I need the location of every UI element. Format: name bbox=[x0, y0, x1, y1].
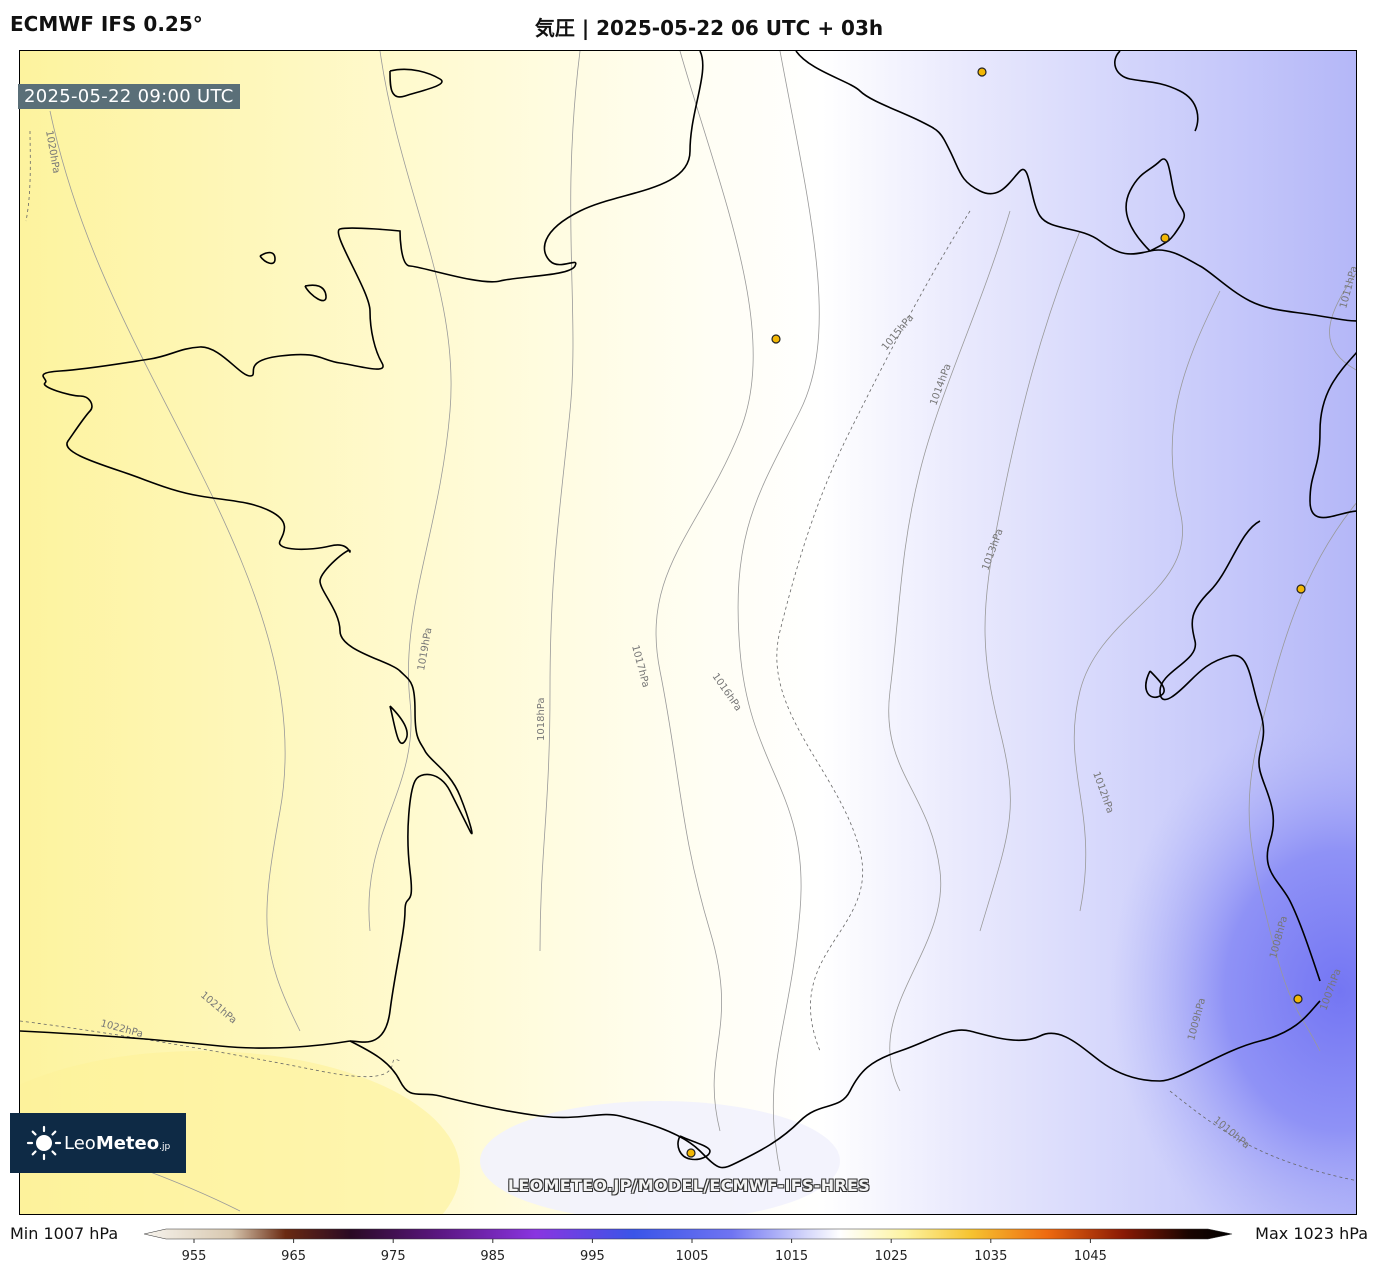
colorbar-min-label: Min 1007 hPa bbox=[10, 1224, 119, 1243]
leometeo-logo[interactable]: LeoMeteo.jp bbox=[10, 1113, 186, 1173]
colorbar-tick-label: 1035 bbox=[974, 1249, 1007, 1263]
logo-text: LeoMeteo.jp bbox=[64, 1133, 170, 1154]
colorbar-tick-label: 975 bbox=[381, 1249, 406, 1263]
colorbar-max-label: Max 1023 hPa bbox=[1255, 1224, 1368, 1243]
pressure-map: 1020hPa 1019hPa 1018hPa 1017hPa 1016hPa … bbox=[19, 50, 1357, 1215]
colorbar-tick-label: 955 bbox=[182, 1249, 207, 1263]
colorbar-tick-label: 985 bbox=[480, 1249, 505, 1263]
city-marker bbox=[771, 334, 781, 344]
city-marker bbox=[1293, 994, 1303, 1004]
city-marker bbox=[1160, 233, 1170, 243]
colorbar-tick-label: 995 bbox=[580, 1249, 605, 1263]
colorbar-tick-label: 1025 bbox=[875, 1249, 908, 1263]
city-marker bbox=[977, 67, 987, 77]
logo-suffix: .jp bbox=[159, 1141, 171, 1152]
isobar-label: 1018hPa bbox=[536, 698, 547, 742]
sun-icon bbox=[26, 1125, 62, 1161]
model-title: ECMWF IFS 0.25° bbox=[10, 12, 203, 36]
chart-title: 気圧 | 2025-05-22 06 UTC + 03h bbox=[534, 16, 884, 40]
valid-time-badge: 2025-05-22 09:00 UTC bbox=[18, 84, 240, 109]
city-marker bbox=[1296, 584, 1306, 594]
logo-brand-bold: Meteo bbox=[95, 1132, 160, 1154]
logo-brand-light: Leo bbox=[64, 1132, 96, 1154]
map-canvas: 1020hPa 1019hPa 1018hPa 1017hPa 1016hPa … bbox=[20, 51, 1356, 1214]
colorbar-tick-label: 1015 bbox=[775, 1249, 808, 1263]
colorbar-tick-label: 965 bbox=[281, 1249, 306, 1263]
colorbar-tick-label: 1005 bbox=[675, 1249, 708, 1263]
colorbar: 955 965 975 985 995 1005 1015 1025 1035 1045 bbox=[144, 1228, 1233, 1263]
watermark-url: LEOMETEO.JP/MODEL/ECMWF-IFS-HRES bbox=[507, 1176, 871, 1195]
city-marker bbox=[686, 1148, 696, 1158]
colorbar-tick-label: 1045 bbox=[1074, 1249, 1107, 1263]
